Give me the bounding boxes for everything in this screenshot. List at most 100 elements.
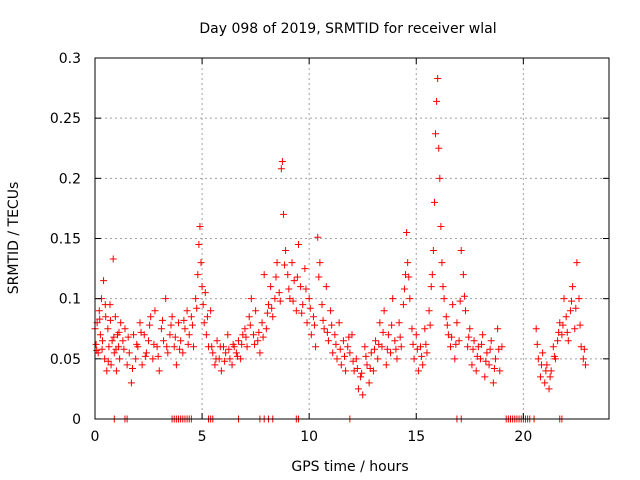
data-point: [264, 301, 272, 309]
y-tick-label: 0: [72, 412, 81, 428]
data-point: [185, 331, 193, 339]
data-point: [337, 361, 345, 369]
data-point: [456, 297, 464, 305]
data-point: [192, 295, 200, 303]
data-point: [202, 331, 210, 339]
data-point: [532, 325, 540, 333]
data-point: [395, 319, 403, 327]
data-point: [241, 325, 249, 333]
data-point: [312, 343, 320, 351]
data-point: [224, 331, 232, 339]
data-point: [538, 361, 546, 369]
data-point: [226, 355, 234, 363]
data-point: [563, 328, 571, 336]
data-point: [101, 355, 109, 363]
data-point: [110, 333, 118, 341]
data-point: [314, 233, 322, 241]
data-point: [103, 367, 111, 375]
x-tick-label: 0: [91, 429, 100, 445]
data-point: [495, 345, 503, 353]
data-point: [109, 255, 117, 263]
data-point: [203, 313, 211, 321]
data-point: [262, 325, 270, 333]
data-point: [246, 321, 254, 329]
data-point: [101, 301, 109, 309]
data-point: [133, 340, 141, 348]
data-point: [177, 337, 185, 345]
data-point: [119, 337, 127, 345]
data-point: [154, 352, 162, 360]
data-point: [278, 157, 286, 165]
data-point: [251, 340, 259, 348]
data-point: [359, 391, 367, 399]
data-point: [252, 307, 260, 315]
data-point: [392, 345, 400, 353]
data-point: [560, 295, 568, 303]
data-point: [180, 316, 188, 324]
data-point: [163, 343, 171, 351]
data-point: [564, 337, 572, 345]
data-point: [200, 319, 208, 327]
y-tick-label: 0.2: [59, 171, 81, 187]
data-point: [421, 325, 429, 333]
data-point: [546, 373, 554, 381]
data-point: [243, 343, 251, 351]
data-point: [282, 247, 290, 255]
data-point: [98, 345, 106, 353]
data-point: [170, 343, 178, 351]
data-point: [365, 379, 373, 387]
data-point: [275, 289, 283, 297]
data-point: [549, 343, 557, 351]
data-point: [225, 345, 233, 353]
data-point: [554, 337, 562, 345]
data-point: [104, 357, 112, 365]
data-point: [573, 259, 581, 267]
data-point: [95, 307, 103, 315]
data-point: [451, 355, 459, 363]
data-point: [323, 328, 331, 336]
data-point: [306, 304, 314, 312]
data-point: [357, 373, 365, 381]
data-point: [213, 337, 221, 345]
data-point: [123, 361, 131, 369]
data-point: [460, 292, 468, 300]
data-point: [469, 345, 477, 353]
data-point: [382, 361, 390, 369]
data-point: [150, 340, 158, 348]
data-point: [171, 333, 179, 341]
data-point: [536, 373, 544, 381]
data-point: [292, 307, 300, 315]
y-axis-label: SRMTID / TECUs: [6, 182, 22, 295]
data-point: [175, 319, 183, 327]
data-point: [158, 316, 166, 324]
data-point: [222, 349, 230, 357]
data-point: [372, 337, 380, 345]
data-point: [211, 361, 219, 369]
data-point: [571, 325, 579, 333]
data-point: [196, 222, 204, 230]
data-point: [428, 271, 436, 279]
data-point: [301, 265, 309, 273]
data-point: [362, 352, 370, 360]
data-point: [408, 325, 416, 333]
data-point: [199, 301, 207, 309]
data-point: [569, 283, 577, 291]
data-point: [238, 340, 246, 348]
data-point: [184, 340, 192, 348]
data-point: [245, 313, 253, 321]
data-point: [108, 337, 116, 345]
data-point: [302, 285, 310, 293]
data-point: [489, 379, 497, 387]
data-point: [404, 259, 412, 267]
data-point: [115, 328, 123, 336]
data-point: [273, 259, 281, 267]
data-point: [366, 364, 374, 372]
data-point: [374, 355, 382, 363]
data-point: [436, 174, 444, 182]
data-point: [318, 301, 326, 309]
data-point: [437, 222, 445, 230]
data-point: [279, 210, 287, 218]
data-point: [277, 165, 285, 173]
data-point: [228, 361, 236, 369]
data-point: [491, 355, 499, 363]
